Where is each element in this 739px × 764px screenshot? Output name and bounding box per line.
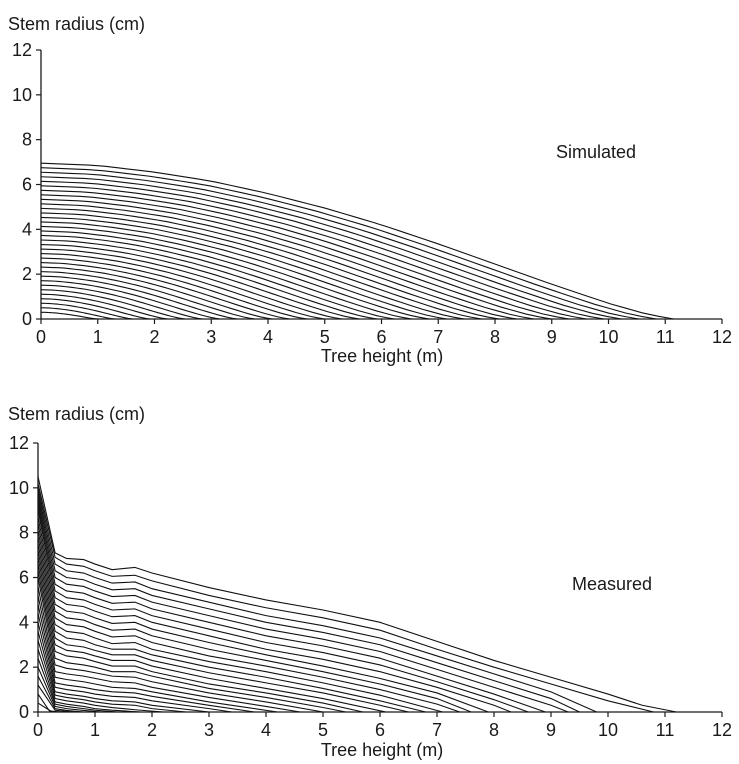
top-x-tick-label: 11 — [656, 327, 675, 347]
bottom-y-tick-label: 6 — [19, 568, 29, 588]
top-y-tick-label: 6 — [22, 175, 32, 195]
bottom-ylabel: Stem radius (cm) — [8, 404, 145, 424]
top-y-tick-label: 2 — [22, 264, 32, 284]
bottom-x-tick-label: 8 — [489, 720, 499, 740]
bottom-profile-line — [38, 488, 597, 712]
top-y-tick-label: 4 — [22, 219, 32, 239]
top-curves — [41, 163, 674, 319]
bottom-x-tick-label: 12 — [712, 720, 732, 740]
bottom-x-tick-label: 5 — [318, 720, 328, 740]
top-x-tick-label: 6 — [376, 327, 386, 347]
top-x-tick-label: 3 — [206, 327, 216, 347]
top-x-tick-label: 10 — [598, 327, 618, 347]
bottom-profile-line — [38, 497, 568, 712]
top-y-tick-label: 10 — [12, 85, 32, 105]
bottom-x-tick-label: 7 — [432, 720, 442, 740]
bottom-curves — [38, 477, 676, 712]
bottom-y-tick-label: 10 — [9, 478, 29, 498]
top-x-tick-label: 12 — [712, 327, 732, 347]
top-x-tick-label: 8 — [490, 327, 500, 347]
bottom-profile-line — [38, 501, 545, 712]
top-profile-line — [41, 222, 447, 319]
bottom-x-tick-label: 4 — [261, 720, 271, 740]
bottom-x-tick-label: 2 — [147, 720, 157, 740]
bottom-x-tick-label: 1 — [90, 720, 100, 740]
top-xlabel: Tree height (m) — [321, 346, 443, 366]
top-profile-line — [41, 303, 133, 319]
top-ylabel: Stem radius (cm) — [8, 14, 145, 34]
bottom-x-tick-label: 6 — [375, 720, 385, 740]
bottom-profile-line — [38, 640, 163, 712]
bottom-y-tick-label: 12 — [9, 433, 29, 453]
top-x-tick-label: 1 — [93, 327, 103, 347]
bottom-y-tick-label: 8 — [19, 523, 29, 543]
top-profile-line — [41, 312, 98, 319]
bottom-profile-line — [38, 524, 471, 712]
top-y-tick-label: 12 — [12, 40, 32, 60]
bottom-profile-line — [38, 492, 580, 712]
top-y-tick-label: 8 — [22, 130, 32, 150]
top-profile-line — [41, 199, 534, 319]
top-profile-line — [41, 263, 290, 319]
top-annotation: Simulated — [556, 142, 636, 162]
bottom-y-tick-label: 0 — [19, 702, 29, 722]
top-x-tick-label: 4 — [263, 327, 273, 347]
bottom-profile-line — [38, 483, 654, 712]
bottom-profile-line — [38, 537, 443, 712]
bottom-x-tick-label: 0 — [33, 720, 43, 740]
top-x-tick-label: 2 — [149, 327, 159, 347]
bottom-profile-line — [38, 510, 511, 712]
bottom-xlabel: Tree height (m) — [321, 740, 443, 760]
bottom-x-tick-label: 9 — [546, 720, 556, 740]
top-x-tick-label: 0 — [36, 327, 46, 347]
bottom-annotation: Measured — [572, 574, 652, 594]
top-x-tick-label: 5 — [320, 327, 330, 347]
bottom-x-tick-label: 11 — [656, 720, 675, 740]
top-profile-line — [41, 177, 621, 319]
bottom-y-tick-label: 4 — [19, 612, 29, 632]
top-y-tick-label: 0 — [22, 309, 32, 329]
bottom-x-tick-label: 10 — [598, 720, 618, 740]
measured-panel: Stem radius (cm) Measured Tree height (m… — [8, 404, 732, 760]
bottom-x-tick-label: 3 — [204, 720, 214, 740]
top-x-tick-label: 9 — [547, 327, 557, 347]
simulated-panel: Stem radius (cm) Simulated Tree height (… — [8, 14, 732, 366]
top-x-tick-label: 7 — [433, 327, 443, 347]
bottom-y-tick-label: 2 — [19, 657, 29, 677]
top-profile-line — [41, 308, 115, 319]
